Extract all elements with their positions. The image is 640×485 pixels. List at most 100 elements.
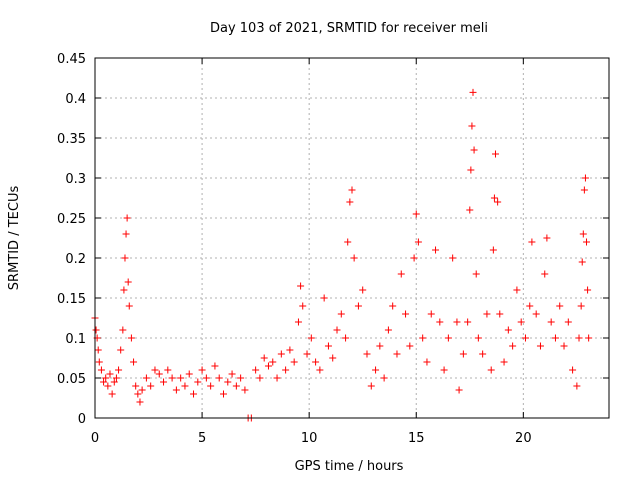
data-point bbox=[397, 270, 405, 278]
data-point bbox=[526, 302, 534, 310]
data-point bbox=[120, 286, 128, 294]
x-axis-label: GPS time / hours bbox=[295, 459, 404, 474]
data-point bbox=[155, 370, 163, 378]
data-point bbox=[202, 374, 210, 382]
data-point bbox=[384, 326, 392, 334]
data-point bbox=[483, 310, 491, 318]
chart-title: Day 103 of 2021, SRMTID for receiver mel… bbox=[210, 21, 488, 36]
data-point bbox=[423, 358, 431, 366]
data-point bbox=[467, 166, 475, 174]
data-point bbox=[547, 318, 555, 326]
x-tick-label: 20 bbox=[515, 431, 532, 446]
data-point bbox=[123, 214, 131, 222]
data-point bbox=[215, 374, 223, 382]
data-point bbox=[556, 302, 564, 310]
data-point bbox=[584, 286, 592, 294]
data-point bbox=[444, 334, 452, 342]
data-point bbox=[569, 366, 577, 374]
y-tick-label: 0.05 bbox=[57, 372, 86, 387]
data-point bbox=[124, 278, 132, 286]
data-point bbox=[127, 334, 135, 342]
data-point bbox=[427, 310, 435, 318]
data-point bbox=[504, 326, 512, 334]
data-point bbox=[474, 334, 482, 342]
data-point bbox=[316, 366, 324, 374]
data-point bbox=[194, 378, 202, 386]
data-point bbox=[136, 398, 144, 406]
data-point bbox=[346, 198, 354, 206]
data-point bbox=[241, 386, 249, 394]
data-point bbox=[269, 358, 277, 366]
data-point bbox=[577, 302, 585, 310]
data-point bbox=[469, 88, 477, 96]
data-point bbox=[579, 230, 587, 238]
data-point bbox=[286, 346, 294, 354]
data-point bbox=[479, 350, 487, 358]
y-tick-label: 0.3 bbox=[65, 172, 86, 187]
data-point bbox=[164, 366, 172, 374]
data-point bbox=[517, 318, 525, 326]
points-layer bbox=[91, 88, 593, 422]
data-point bbox=[299, 302, 307, 310]
data-point bbox=[350, 254, 358, 262]
data-point bbox=[147, 382, 155, 390]
y-axis-label: SRMTID / TECUs bbox=[7, 186, 22, 291]
data-point bbox=[436, 318, 444, 326]
data-point bbox=[290, 358, 298, 366]
data-point bbox=[359, 286, 367, 294]
data-point bbox=[92, 326, 100, 334]
data-point bbox=[232, 382, 240, 390]
data-point bbox=[459, 350, 467, 358]
data-point bbox=[528, 238, 536, 246]
data-point bbox=[521, 334, 529, 342]
data-point bbox=[440, 366, 448, 374]
data-point bbox=[324, 342, 332, 350]
data-point bbox=[419, 334, 427, 342]
data-point bbox=[224, 378, 232, 386]
y-tick-label: 0.45 bbox=[57, 52, 86, 67]
data-point bbox=[307, 334, 315, 342]
data-point bbox=[573, 382, 581, 390]
data-point bbox=[367, 382, 375, 390]
x-tick-label: 10 bbox=[301, 431, 318, 446]
data-point bbox=[564, 318, 572, 326]
data-point bbox=[472, 270, 480, 278]
data-point bbox=[453, 318, 461, 326]
y-tick-label: 0 bbox=[78, 412, 86, 427]
data-point bbox=[260, 354, 268, 362]
data-point bbox=[354, 302, 362, 310]
data-point bbox=[104, 382, 112, 390]
x-tick-label: 5 bbox=[198, 431, 206, 446]
data-point bbox=[108, 390, 116, 398]
data-point bbox=[115, 366, 123, 374]
data-point bbox=[551, 334, 559, 342]
data-point bbox=[211, 362, 219, 370]
data-point bbox=[168, 374, 176, 382]
data-point bbox=[455, 386, 463, 394]
data-point bbox=[580, 186, 588, 194]
data-point bbox=[513, 286, 521, 294]
x-tick-label: 15 bbox=[408, 431, 425, 446]
data-point bbox=[500, 358, 508, 366]
data-point bbox=[337, 310, 345, 318]
data-point bbox=[432, 246, 440, 254]
y-tick-label: 0.35 bbox=[57, 132, 86, 147]
data-point bbox=[412, 210, 420, 218]
y-tick-label: 0.4 bbox=[65, 92, 86, 107]
data-point bbox=[372, 366, 380, 374]
y-tick-label: 0.25 bbox=[57, 212, 86, 227]
data-point bbox=[181, 382, 189, 390]
data-point bbox=[468, 122, 476, 130]
data-point bbox=[470, 146, 478, 154]
data-point bbox=[220, 390, 227, 398]
data-point bbox=[320, 294, 328, 302]
data-point bbox=[142, 374, 150, 382]
data-point bbox=[543, 234, 551, 242]
data-point bbox=[207, 382, 215, 390]
data-point bbox=[297, 282, 305, 290]
data-point bbox=[536, 342, 544, 350]
data-point bbox=[160, 378, 168, 386]
data-point bbox=[494, 198, 502, 206]
